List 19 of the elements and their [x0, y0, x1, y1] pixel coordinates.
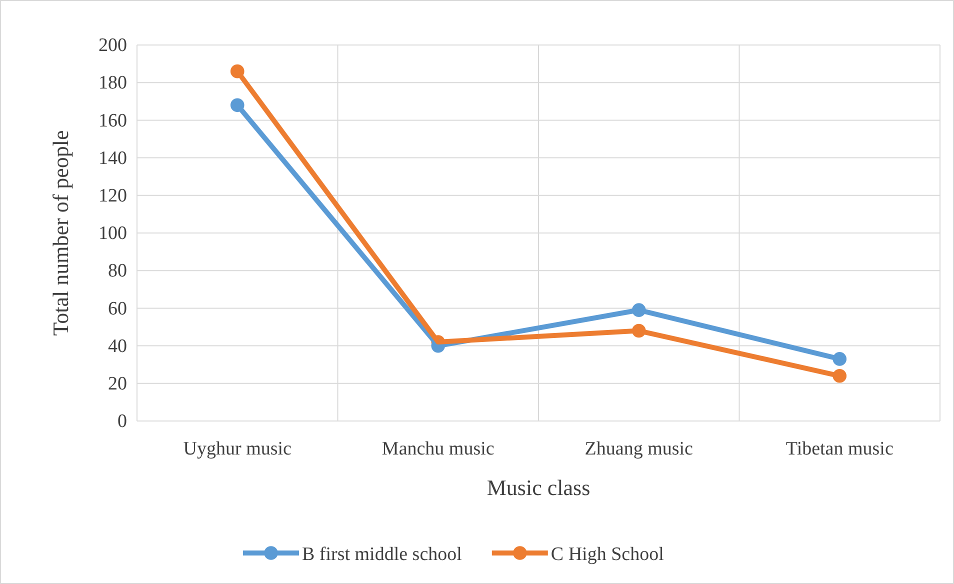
y-tick-label: 40 [108, 336, 127, 357]
y-tick-label: 180 [98, 72, 127, 94]
y-tick-label: 0 [118, 411, 127, 432]
y-axis-title: Total number of people [48, 130, 73, 336]
legend-label: C High School [550, 544, 664, 565]
y-tick-label: 100 [98, 223, 127, 244]
x-tick-label: Manchu music [382, 438, 494, 460]
y-tick-label: 20 [108, 373, 127, 394]
x-axis-title: Music class [486, 475, 590, 500]
legend-label: B first middle school [302, 544, 462, 565]
y-tick-label: 60 [108, 298, 127, 320]
x-tick-label: Zhuang music [584, 438, 693, 460]
y-tick-label: 200 [98, 35, 127, 56]
x-tick-label: Tibetan music [786, 438, 894, 460]
y-tick-label: 160 [98, 110, 127, 132]
y-tick-label: 80 [108, 260, 127, 282]
y-tick-label: 140 [98, 148, 127, 169]
y-tick-label: 120 [98, 185, 127, 206]
x-tick-label: Uyghur music [183, 438, 292, 460]
